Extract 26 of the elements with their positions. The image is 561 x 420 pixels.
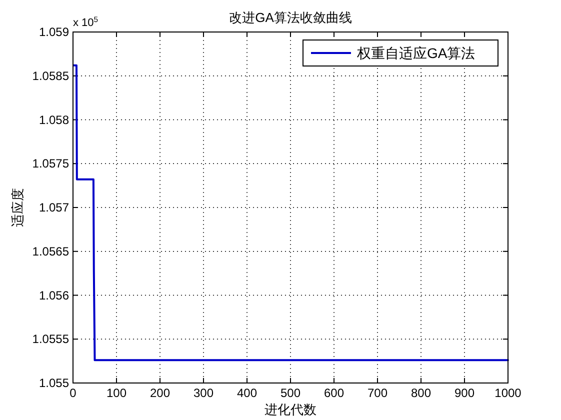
- y-tick-label: 1.058: [38, 112, 70, 127]
- x-tick-label: 200: [150, 386, 170, 400]
- x-tick-label: 1000: [494, 386, 522, 400]
- x-tick-label: 500: [280, 386, 301, 400]
- y-tick-label: 1.059: [38, 25, 70, 39]
- legend-label: 权重自适应GA算法: [356, 45, 476, 61]
- x-tick-label: 900: [454, 386, 475, 400]
- x-tick-label: 800: [410, 386, 432, 400]
- x-tick-label: 300: [193, 386, 214, 400]
- y-tick-label: 1.0585: [32, 68, 70, 83]
- x-tick-label: 100: [106, 386, 127, 400]
- y-axis-title: 适应度: [10, 188, 25, 227]
- y-tick-label: 1.056: [38, 288, 70, 302]
- text: x 10$^{5}$: [73, 14, 98, 29]
- y-tick-label: 1.055: [38, 376, 70, 390]
- x-axis-title: 进化代数: [264, 402, 316, 417]
- x-tick-label: 600: [324, 386, 344, 400]
- y-tick-label: 1.0555: [32, 332, 70, 346]
- y-tick-label: 1.0575: [32, 156, 70, 171]
- x-tick-label: 0: [70, 386, 77, 400]
- chart-title: 改进GA算法收敛曲线: [229, 10, 352, 25]
- line-series: [72, 64, 509, 362]
- y-tick-label: 1.057: [38, 200, 70, 214]
- x-tick-label: 400: [236, 386, 258, 400]
- y-tick-label: 1.0565: [32, 244, 70, 258]
- x-tick-label: 700: [367, 386, 388, 400]
